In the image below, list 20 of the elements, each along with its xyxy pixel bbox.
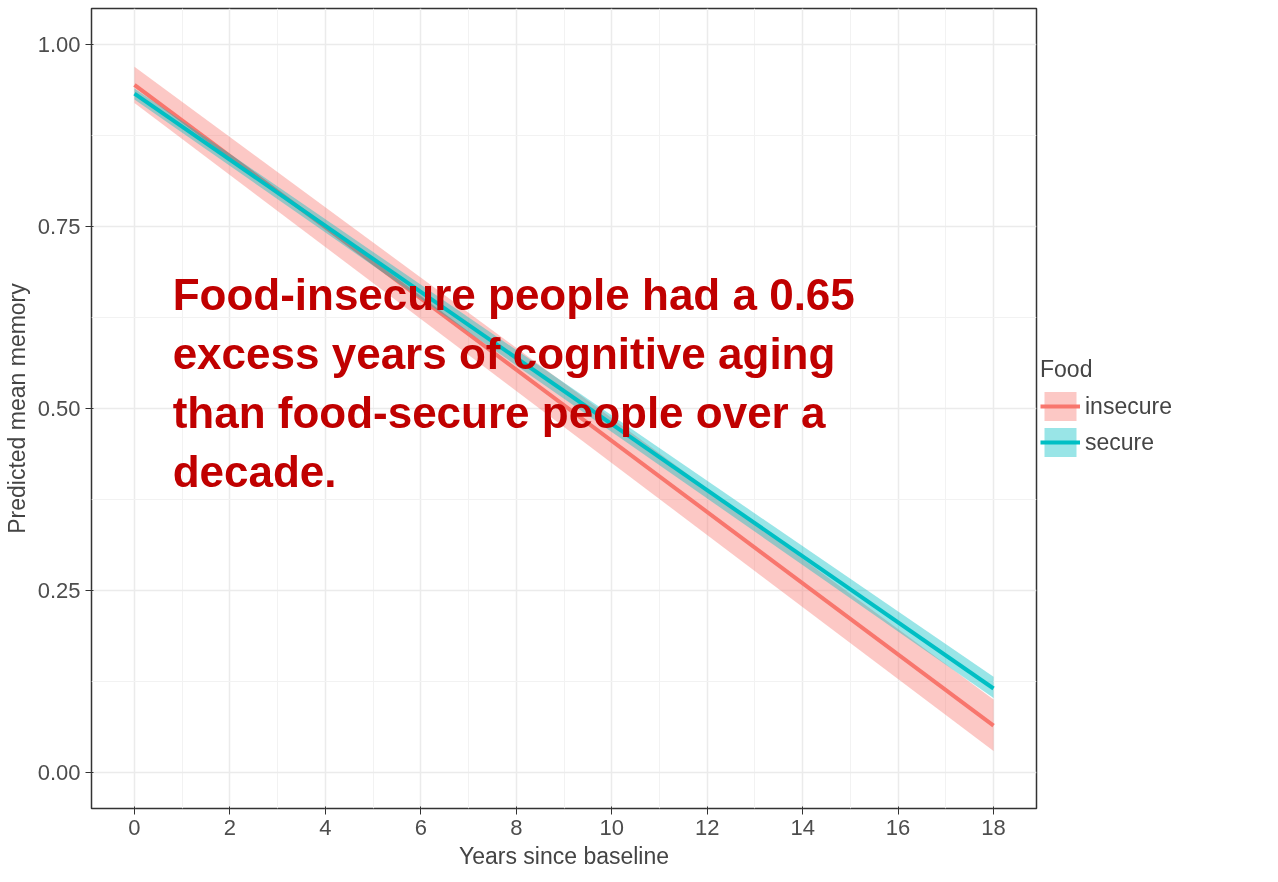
x-tick-label: 6 xyxy=(414,814,427,840)
x-tick-label: 18 xyxy=(981,814,1006,840)
y-axis-title: Predicted mean memory xyxy=(3,282,30,534)
legend-title: Food xyxy=(1040,356,1094,383)
x-tick-label: 12 xyxy=(694,814,720,840)
legend-label: secure xyxy=(1085,428,1155,456)
y-tick-label: 0.75 xyxy=(37,214,81,240)
x-tick-label: 16 xyxy=(885,814,911,840)
x-tick-label: 4 xyxy=(319,814,332,840)
x-axis-title: Years since baseline xyxy=(458,842,670,869)
x-tick-label: 8 xyxy=(510,814,523,840)
y-tick-label: 0.25 xyxy=(37,577,81,603)
legend-label: insecure xyxy=(1085,392,1172,420)
x-tick-label: 14 xyxy=(790,814,815,840)
y-tick-label: 0.50 xyxy=(37,396,81,421)
y-tick-label: 0.00 xyxy=(37,759,81,785)
x-tick-label: 10 xyxy=(599,814,624,840)
x-tick-label: 2 xyxy=(223,814,237,840)
y-tick-label: 1.00 xyxy=(37,32,81,58)
x-tick-label: 0 xyxy=(128,814,141,840)
